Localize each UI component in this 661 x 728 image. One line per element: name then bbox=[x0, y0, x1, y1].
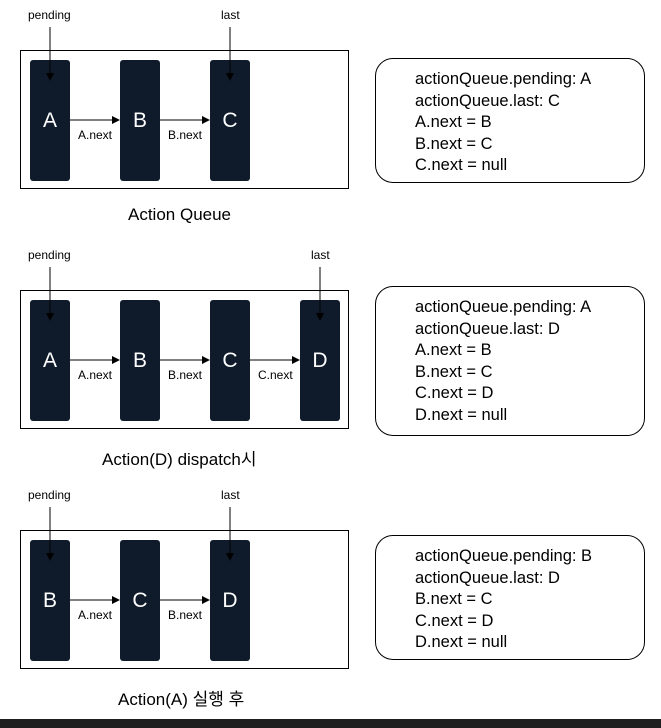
queue-frame bbox=[20, 290, 349, 429]
diagram-caption: Action Queue bbox=[128, 205, 232, 224]
info-line: B.next = C bbox=[415, 134, 493, 153]
bottom-bar bbox=[0, 719, 661, 728]
info-box: actionQueue.pending: A actionQueue.last:… bbox=[375, 286, 645, 436]
edge-label: A.next bbox=[78, 368, 113, 382]
edge-label: C.next bbox=[258, 368, 293, 382]
info-box: actionQueue.pending: A actionQueue.last:… bbox=[375, 58, 645, 183]
diagram-caption: Action(D) dispatch시 bbox=[102, 450, 257, 469]
pending-label: pending bbox=[28, 488, 71, 502]
info-line: C.next = null bbox=[415, 156, 508, 174]
edge-label: A.next bbox=[78, 608, 113, 622]
arrows bbox=[46, 507, 234, 604]
pending-label: pending bbox=[28, 248, 71, 262]
info-box: actionQueue.pending: B actionQueue.last:… bbox=[375, 535, 645, 660]
last-label: last bbox=[221, 488, 240, 502]
info-line: actionQueue.pending: A bbox=[415, 298, 592, 316]
queue-node: B bbox=[120, 300, 160, 421]
edge-label: B.next bbox=[168, 368, 203, 382]
queue-frame bbox=[20, 530, 349, 669]
arrows bbox=[46, 27, 234, 124]
diagram-1: A B C pending last A.next B.next Action … bbox=[0, 0, 661, 240]
last-label: last bbox=[311, 248, 330, 262]
edge-label: A.next bbox=[78, 128, 113, 142]
pending-label: pending bbox=[28, 8, 71, 22]
queue-node: B bbox=[120, 60, 160, 181]
info-line: D.next = null bbox=[415, 405, 508, 424]
info-line: actionQueue.pending: B bbox=[415, 547, 593, 565]
queue-node: D bbox=[300, 300, 340, 421]
diagram-3: B C D pending last A.next B.next Action(… bbox=[0, 480, 661, 720]
queue-frame bbox=[20, 50, 349, 189]
info-line: B.next = C bbox=[415, 590, 493, 608]
edge-label: B.next bbox=[168, 128, 203, 142]
info-line: C.next = D bbox=[415, 611, 494, 630]
info-line: A.next = B bbox=[415, 113, 492, 131]
info-line: A.next = B bbox=[415, 341, 492, 359]
info-line: actionQueue.last: D bbox=[415, 568, 560, 587]
queue-node: C bbox=[120, 540, 160, 661]
info-line: D.next = null bbox=[415, 633, 508, 651]
queue-node: C bbox=[210, 300, 250, 421]
diagram-caption: Action(A) 실행 후 bbox=[118, 690, 245, 709]
arrows bbox=[46, 267, 324, 364]
edge-label: B.next bbox=[168, 608, 203, 622]
info-line: actionQueue.last: C bbox=[415, 91, 560, 110]
info-line: actionQueue.last: D bbox=[415, 319, 560, 338]
diagram-2: A B C D pending last A.next B.next C.nex… bbox=[0, 240, 661, 480]
info-line: C.next = D bbox=[415, 384, 494, 402]
info-line: B.next = C bbox=[415, 362, 493, 381]
info-line: actionQueue.pending: A bbox=[415, 70, 592, 88]
last-label: last bbox=[221, 8, 240, 22]
